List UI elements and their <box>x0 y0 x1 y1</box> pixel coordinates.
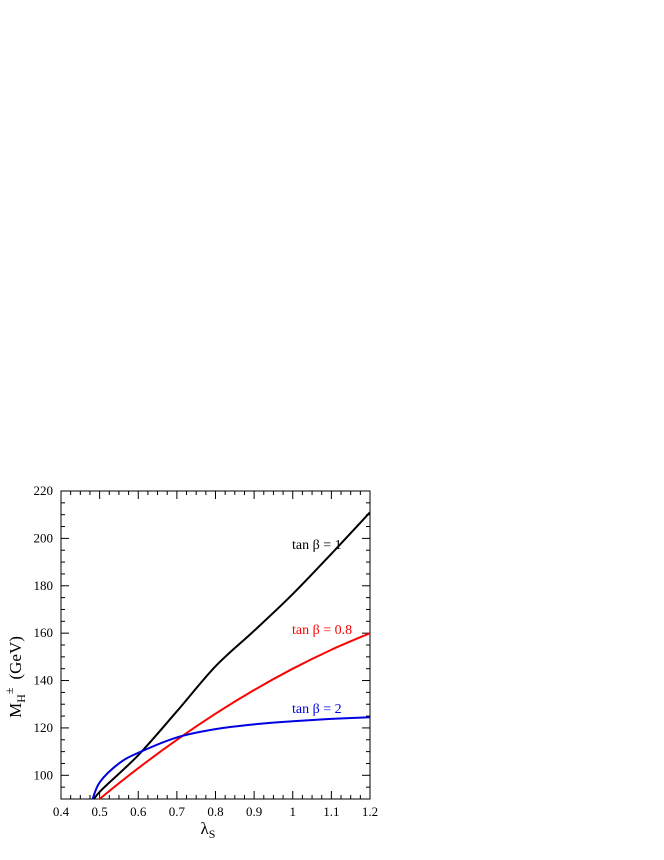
series-lines <box>91 511 370 799</box>
series-label-tanb-1: tan β = 1 <box>292 538 342 553</box>
series-line-0 <box>92 511 370 799</box>
x-tick-label: 0.5 <box>92 804 108 819</box>
x-tick-label: 0.8 <box>207 804 223 819</box>
series-label-tanb-2: tan β = 2 <box>292 702 342 717</box>
x-tick-label: 1.2 <box>362 804 378 819</box>
x-tick-label: 0.6 <box>130 804 147 819</box>
y-axis-ticks: 100 120 140 160 180 200 220 <box>34 483 370 800</box>
x-axis-title: λS <box>201 819 216 841</box>
series-line-1 <box>98 632 370 799</box>
y-tick-label: 100 <box>34 767 54 782</box>
x-tick-label: 0.4 <box>53 804 70 819</box>
y-tick-label: 140 <box>34 673 54 688</box>
series-label-tanb-0.8: tan β = 0.8 <box>292 623 352 638</box>
x-tick-label: 1.1 <box>323 804 339 819</box>
x-tick-label: 1 <box>290 804 297 819</box>
x-tick-label: 0.7 <box>169 804 186 819</box>
y-axis-title: MH±(GeV) <box>2 636 28 718</box>
y-tick-label: 200 <box>34 530 54 545</box>
y-tick-label: 220 <box>34 483 54 498</box>
x-axis-ticks: 0.4 0.5 0.6 0.7 0.8 0.9 1 1.1 1.2 <box>53 491 378 819</box>
y-tick-label: 180 <box>34 578 54 593</box>
series-line-2 <box>91 716 370 799</box>
y-tick-label: 120 <box>34 720 54 735</box>
y-tick-label: 160 <box>34 625 54 640</box>
x-tick-label: 0.9 <box>246 804 262 819</box>
